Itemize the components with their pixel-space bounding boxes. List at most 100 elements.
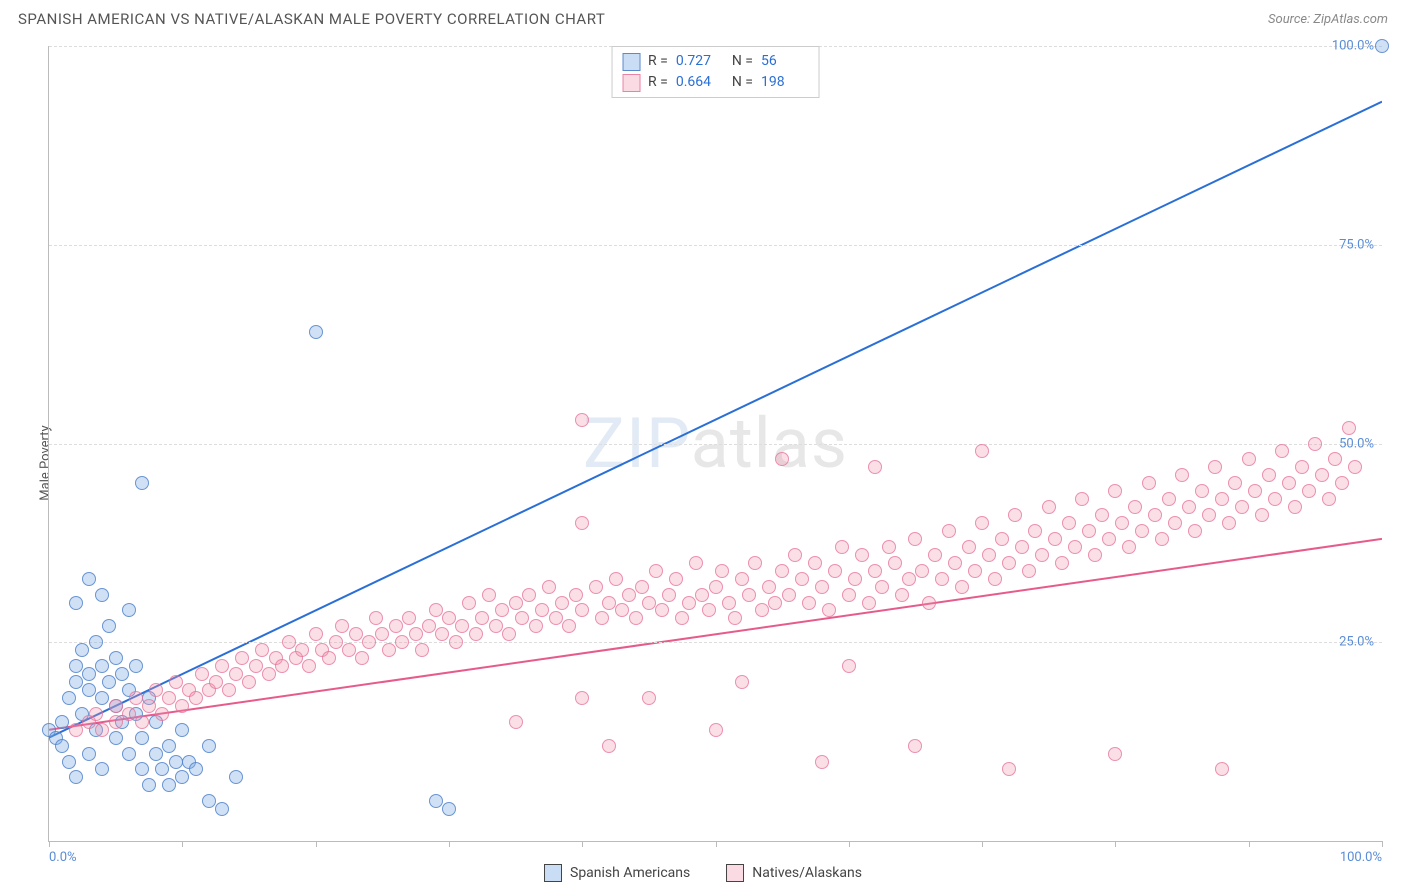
data-point [275, 659, 289, 673]
data-point [975, 444, 989, 458]
data-point [329, 635, 343, 649]
data-point [1182, 500, 1196, 514]
data-point [1062, 516, 1076, 530]
data-point [1095, 508, 1109, 522]
data-point [855, 548, 869, 562]
data-point [522, 588, 536, 602]
data-point [1168, 516, 1182, 530]
data-point [89, 707, 103, 721]
data-point [249, 659, 263, 673]
data-point [988, 572, 1002, 586]
data-point [229, 667, 243, 681]
data-point [55, 739, 69, 753]
data-point [422, 619, 436, 633]
data-point [602, 739, 616, 753]
data-point [455, 619, 469, 633]
data-point [1008, 508, 1022, 522]
data-point [355, 651, 369, 665]
data-point [95, 588, 109, 602]
data-point [1155, 532, 1169, 546]
data-point [642, 596, 656, 610]
data-point [1088, 548, 1102, 562]
data-point [955, 580, 969, 594]
data-point [908, 739, 922, 753]
gridline-h [49, 444, 1382, 445]
data-point [102, 619, 116, 633]
data-point [595, 611, 609, 625]
data-point [562, 619, 576, 633]
data-point [702, 603, 716, 617]
data-point [1042, 500, 1056, 514]
data-point [89, 635, 103, 649]
n-value-spanish: 56 [761, 51, 809, 72]
data-point [555, 596, 569, 610]
y-tick-label: 100.0% [1332, 39, 1374, 54]
data-point [429, 794, 443, 808]
data-point [1082, 524, 1096, 538]
data-point [69, 659, 83, 673]
data-point [775, 564, 789, 578]
data-point [948, 556, 962, 570]
data-point [69, 770, 83, 784]
r-label: R = [648, 72, 668, 93]
data-point [409, 627, 423, 641]
legend-label-spanish: Spanish Americans [570, 865, 690, 881]
data-point [922, 596, 936, 610]
data-point [875, 580, 889, 594]
data-point [609, 572, 623, 586]
data-point [529, 619, 543, 633]
data-point [69, 596, 83, 610]
data-point [748, 556, 762, 570]
bottom-legend: Spanish Americans Natives/Alaskans [544, 864, 862, 882]
data-point [1002, 556, 1016, 570]
data-point [569, 588, 583, 602]
data-point [542, 580, 556, 594]
data-point [309, 325, 323, 339]
data-point [862, 596, 876, 610]
data-point [162, 691, 176, 705]
data-point [242, 675, 256, 689]
data-point [1215, 492, 1229, 506]
data-point [1055, 556, 1069, 570]
data-point [868, 564, 882, 578]
data-point [1142, 476, 1156, 490]
data-point [122, 603, 136, 617]
data-point [435, 627, 449, 641]
data-point [1215, 762, 1229, 776]
data-point [762, 580, 776, 594]
y-tick-label: 75.0% [1339, 237, 1374, 252]
data-point [828, 564, 842, 578]
data-point [1202, 508, 1216, 522]
data-point [402, 611, 416, 625]
data-point [882, 540, 896, 554]
data-point [129, 691, 143, 705]
data-point [302, 659, 316, 673]
data-point [135, 476, 149, 490]
data-point [982, 548, 996, 562]
data-point [1075, 492, 1089, 506]
data-point [82, 747, 96, 761]
data-point [362, 635, 376, 649]
data-point [442, 611, 456, 625]
data-point [195, 667, 209, 681]
data-point [202, 794, 216, 808]
data-point [109, 715, 123, 729]
data-point [722, 596, 736, 610]
data-point [1108, 747, 1122, 761]
data-point [1102, 532, 1116, 546]
data-point [1235, 500, 1249, 514]
data-point [62, 691, 76, 705]
stats-row-natives: R = 0.664 N = 198 [622, 72, 809, 93]
swatch-spanish-icon [622, 53, 640, 71]
data-point [775, 452, 789, 466]
data-point [1282, 476, 1296, 490]
data-point [908, 532, 922, 546]
data-point [462, 596, 476, 610]
data-point [848, 572, 862, 586]
data-point [662, 588, 676, 602]
data-point [649, 564, 663, 578]
data-point [389, 619, 403, 633]
data-point [795, 572, 809, 586]
data-point [935, 572, 949, 586]
legend-item-spanish: Spanish Americans [544, 864, 690, 882]
